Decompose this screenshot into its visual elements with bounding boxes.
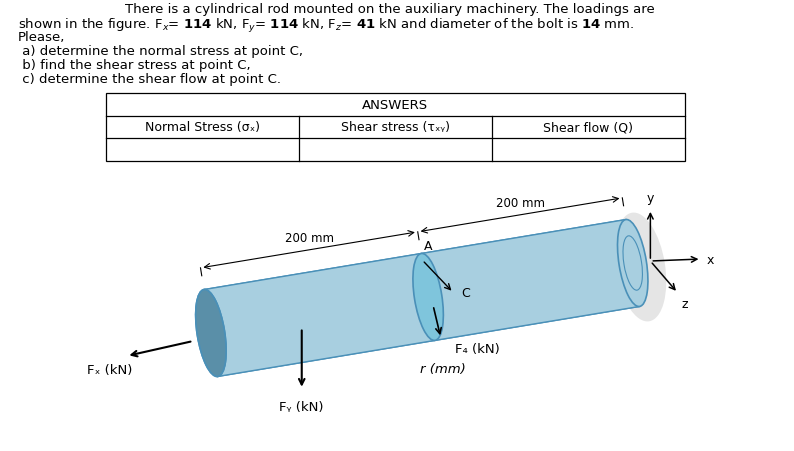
Text: Fᵧ (kN): Fᵧ (kN) bbox=[279, 400, 324, 413]
Text: shown in the figure. F$_x$= $\mathbf{114}$ kN, F$_y$= $\mathbf{114}$ kN, F$_z$= : shown in the figure. F$_x$= $\mathbf{114… bbox=[17, 17, 634, 35]
Text: b) find the shear stress at point C,: b) find the shear stress at point C, bbox=[17, 59, 250, 72]
Text: Shear stress (τₓᵧ): Shear stress (τₓᵧ) bbox=[341, 121, 450, 134]
Text: There is a cylindrical rod mounted on the auxiliary machinery. The loadings are: There is a cylindrical rod mounted on th… bbox=[125, 3, 654, 16]
Text: 200 mm: 200 mm bbox=[495, 196, 545, 209]
Text: Shear flow (Q): Shear flow (Q) bbox=[543, 121, 634, 134]
Text: A: A bbox=[424, 239, 433, 252]
Text: Normal Stress (σₓ): Normal Stress (σₓ) bbox=[145, 121, 260, 134]
Text: y: y bbox=[646, 192, 654, 205]
Text: Please,: Please, bbox=[17, 31, 65, 44]
Text: Fₓ (kN): Fₓ (kN) bbox=[87, 363, 133, 376]
Ellipse shape bbox=[413, 254, 443, 341]
Ellipse shape bbox=[618, 220, 648, 307]
Text: z: z bbox=[682, 297, 688, 310]
Text: a) determine the normal stress at point C,: a) determine the normal stress at point … bbox=[17, 45, 303, 58]
Polygon shape bbox=[421, 220, 640, 341]
Text: 200 mm: 200 mm bbox=[284, 231, 333, 244]
Ellipse shape bbox=[195, 290, 226, 377]
Bar bbox=[106, 94, 684, 161]
Ellipse shape bbox=[615, 213, 666, 322]
Text: ANSWERS: ANSWERS bbox=[362, 99, 429, 111]
Polygon shape bbox=[204, 254, 435, 377]
Text: F₄ (kN): F₄ (kN) bbox=[455, 342, 499, 355]
Ellipse shape bbox=[195, 290, 226, 377]
Text: x: x bbox=[707, 253, 714, 266]
Polygon shape bbox=[204, 220, 640, 377]
Text: r (mm): r (mm) bbox=[420, 362, 466, 375]
Text: c) determine the shear flow at point C.: c) determine the shear flow at point C. bbox=[17, 73, 280, 86]
Text: C: C bbox=[461, 286, 470, 299]
